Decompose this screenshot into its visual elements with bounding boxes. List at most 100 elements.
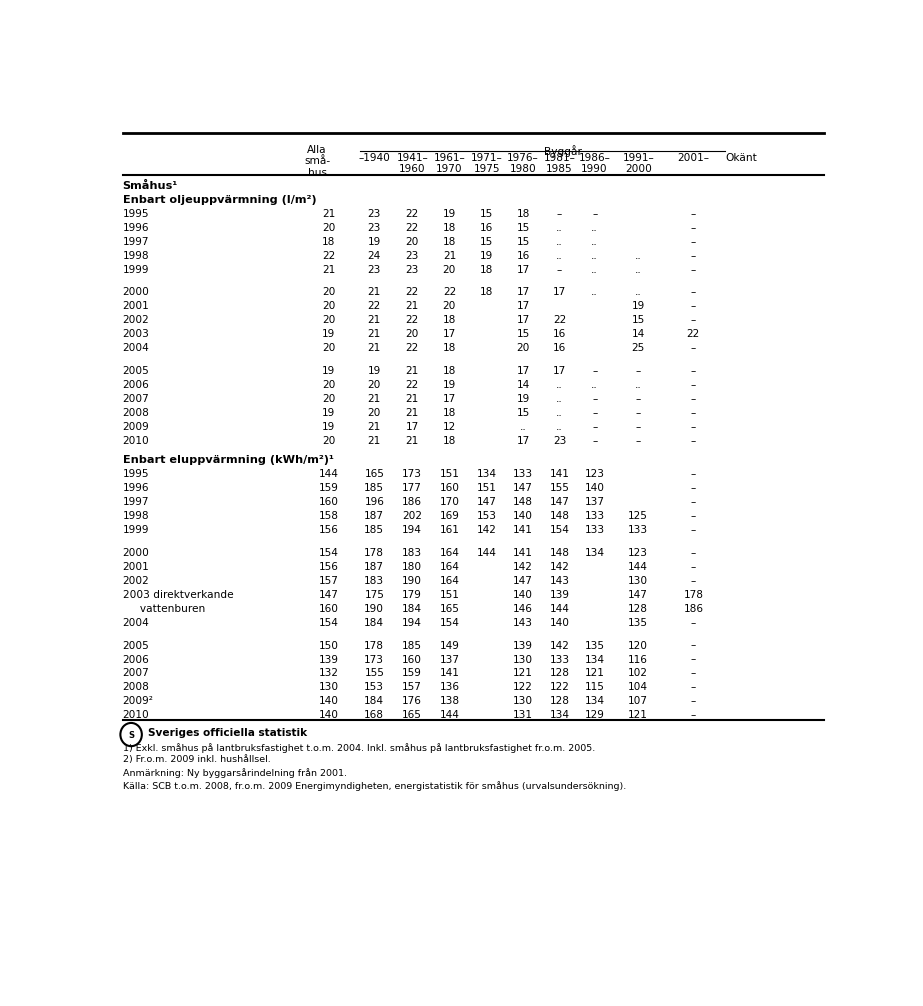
Text: 123: 123 [629, 548, 648, 558]
Text: –: – [690, 302, 696, 312]
Text: 20: 20 [322, 343, 335, 353]
Text: 21: 21 [405, 366, 419, 376]
Text: 25: 25 [631, 343, 645, 353]
Text: 21: 21 [405, 436, 419, 446]
Text: 142: 142 [550, 641, 569, 651]
Text: 121: 121 [513, 669, 533, 678]
Text: 184: 184 [365, 618, 384, 628]
Text: 19: 19 [631, 302, 645, 312]
Text: 1975: 1975 [473, 164, 500, 174]
Text: 185: 185 [402, 641, 422, 651]
Text: 18: 18 [443, 222, 456, 232]
Text: –: – [690, 366, 696, 376]
Text: –: – [690, 655, 696, 665]
Text: 2002: 2002 [123, 315, 150, 325]
Text: 2000: 2000 [123, 548, 150, 558]
Text: 128: 128 [549, 669, 569, 678]
Text: 21: 21 [367, 315, 381, 325]
Text: 19: 19 [367, 236, 381, 246]
Text: Småhus¹: Småhus¹ [123, 181, 178, 191]
Text: –: – [690, 669, 696, 678]
Text: 202: 202 [402, 511, 422, 521]
Text: 151: 151 [476, 483, 497, 493]
Text: 160: 160 [318, 497, 339, 507]
Text: ..: .. [520, 422, 526, 432]
Text: 17: 17 [517, 315, 530, 325]
Text: –: – [636, 436, 641, 446]
Text: 164: 164 [439, 548, 460, 558]
Text: 2000: 2000 [625, 164, 652, 174]
Text: 148: 148 [549, 511, 569, 521]
Text: 121: 121 [584, 669, 605, 678]
Text: 2001–: 2001– [677, 153, 710, 163]
Text: 14: 14 [631, 329, 645, 339]
Text: 134: 134 [549, 710, 569, 720]
Text: 22: 22 [405, 380, 419, 390]
Text: 21: 21 [322, 209, 335, 218]
Text: 178: 178 [365, 641, 384, 651]
Text: 23: 23 [367, 222, 381, 232]
Text: 21: 21 [367, 343, 381, 353]
Text: 143: 143 [513, 618, 533, 628]
Text: 1997: 1997 [123, 236, 149, 246]
Text: Källa: SCB t.o.m. 2008, fr.o.m. 2009 Energimyndigheten, energistatistik för småh: Källa: SCB t.o.m. 2008, fr.o.m. 2009 Ene… [123, 781, 626, 791]
Text: ..: .. [557, 236, 563, 246]
Text: 20: 20 [322, 380, 335, 390]
Text: 17: 17 [517, 302, 530, 312]
Text: 148: 148 [549, 548, 569, 558]
Text: 2002: 2002 [123, 575, 150, 585]
Text: vattenburen: vattenburen [123, 604, 205, 614]
Text: 165: 165 [402, 710, 422, 720]
Text: 20: 20 [322, 394, 335, 404]
Text: 20: 20 [367, 380, 381, 390]
Text: –: – [592, 422, 597, 432]
Text: –: – [690, 288, 696, 298]
Text: hus: hus [307, 168, 327, 178]
Text: 139: 139 [549, 590, 569, 600]
Text: 165: 165 [365, 470, 384, 480]
Text: 134: 134 [584, 696, 605, 706]
Text: 156: 156 [318, 562, 339, 572]
Text: 21: 21 [405, 407, 419, 417]
Text: –: – [557, 209, 562, 218]
Text: 18: 18 [517, 209, 530, 218]
Text: 133: 133 [584, 525, 605, 535]
Text: 133: 133 [584, 511, 605, 521]
Text: Sveriges officiella statistik: Sveriges officiella statistik [149, 728, 307, 738]
Text: ..: .. [557, 394, 563, 404]
Text: 196: 196 [365, 497, 384, 507]
Text: 160: 160 [439, 483, 460, 493]
Text: 2003: 2003 [123, 329, 150, 339]
Text: 22: 22 [405, 288, 419, 298]
Text: –: – [636, 407, 641, 417]
Text: 137: 137 [439, 655, 460, 665]
Text: 17: 17 [553, 366, 566, 376]
Text: 20: 20 [405, 329, 419, 339]
Text: 130: 130 [629, 575, 648, 585]
Text: 184: 184 [402, 604, 422, 614]
Text: 147: 147 [629, 590, 648, 600]
Text: 1986–: 1986– [579, 153, 611, 163]
Text: 130: 130 [513, 655, 533, 665]
Text: 1996: 1996 [123, 222, 149, 232]
Text: 107: 107 [629, 696, 648, 706]
Text: 194: 194 [402, 618, 422, 628]
Text: Anmärkning: Ny byggarsårindelning från 2001.: Anmärkning: Ny byggarsårindelning från 2… [123, 768, 346, 778]
Text: 2010: 2010 [123, 710, 150, 720]
Text: 159: 159 [318, 483, 339, 493]
Text: 1960: 1960 [399, 164, 426, 174]
Text: 2007: 2007 [123, 394, 150, 404]
Text: –: – [690, 315, 696, 325]
Text: 169: 169 [439, 511, 460, 521]
Text: 190: 190 [365, 604, 384, 614]
Text: 144: 144 [476, 548, 497, 558]
Text: –: – [636, 394, 641, 404]
Text: 2008: 2008 [123, 407, 150, 417]
Text: 16: 16 [553, 343, 566, 353]
Text: 17: 17 [517, 436, 530, 446]
Text: 144: 144 [439, 710, 460, 720]
Text: –: – [690, 394, 696, 404]
Text: 15: 15 [631, 315, 645, 325]
Text: 1995: 1995 [123, 209, 149, 218]
Text: –: – [690, 236, 696, 246]
